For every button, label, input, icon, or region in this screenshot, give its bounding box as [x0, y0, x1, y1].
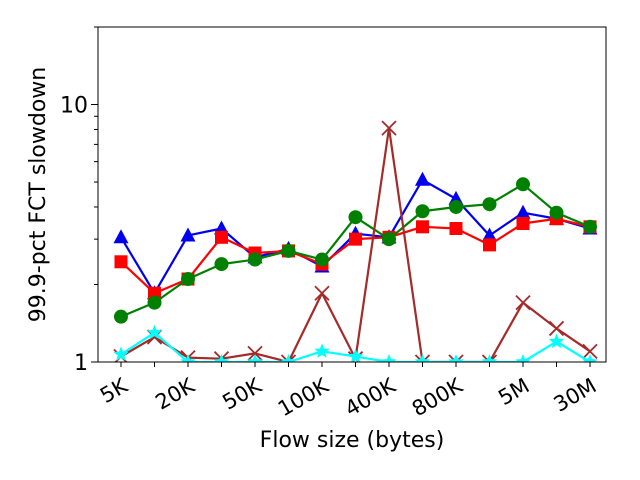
- series-1-point: [516, 217, 530, 231]
- series-2-point: [281, 243, 296, 258]
- series-4-point: [481, 354, 498, 362]
- x-tick-label: 800K: [408, 373, 468, 421]
- series-1-point: [483, 238, 496, 252]
- series-2-point: [583, 219, 597, 234]
- series-1-point: [148, 286, 161, 300]
- series-2-point: [147, 295, 162, 310]
- series-3-point: [515, 295, 531, 311]
- series-2-point: [248, 252, 262, 267]
- series-4-point: [347, 348, 364, 362]
- series-3-point: [280, 354, 297, 362]
- x-axis: 5K 20K 50K 100K 400K 800K 5M 30M: [96, 362, 601, 421]
- series-1-point: [416, 220, 429, 234]
- series-4-point: [280, 354, 297, 362]
- series-4-point: [582, 354, 598, 362]
- series-4-point: [314, 343, 330, 358]
- series-2-point: [482, 197, 497, 212]
- y-axis-label: 99.9-pct FCT slowdown: [26, 67, 51, 322]
- series-2-point: [449, 199, 463, 214]
- series-2-point: [214, 257, 229, 272]
- series-0-point: [415, 171, 430, 186]
- x-axis-label: Flow size (bytes): [260, 428, 445, 453]
- series-4-point: [548, 333, 565, 349]
- series-2-line: [120, 183, 591, 318]
- series-2-point: [516, 177, 530, 192]
- series-2-point: [382, 232, 396, 247]
- x-tick-label: 20K: [151, 373, 199, 415]
- series-1-point: [114, 255, 128, 269]
- series-4-point: [247, 354, 263, 362]
- x-tick-label: 30M: [550, 374, 601, 417]
- series-1: [114, 212, 597, 300]
- series-2-point: [181, 272, 195, 287]
- x-tick-label: 5K: [96, 373, 133, 408]
- series-2-point: [549, 205, 564, 220]
- series-4-point: [113, 346, 129, 361]
- series-3-point: [448, 354, 464, 362]
- series-4-point: [381, 354, 397, 362]
- series-1-point: [349, 232, 362, 246]
- y-tick-label: 1: [74, 351, 88, 376]
- x-tick-label: 400K: [341, 373, 401, 421]
- series-layer: [113, 120, 598, 362]
- series-2: [114, 177, 597, 324]
- plot-frame: [97, 26, 607, 363]
- series-0-point: [113, 229, 129, 244]
- series-4-point: [213, 354, 230, 362]
- series-3-point: [247, 345, 263, 362]
- series-4: [113, 324, 598, 362]
- series-4-point: [146, 324, 163, 340]
- series-0-point: [180, 227, 196, 242]
- series-0-point: [482, 227, 497, 242]
- series-0-point: [515, 204, 531, 219]
- series-3-point: [582, 343, 598, 359]
- y-tick-label: 10: [60, 94, 88, 119]
- series-3-point: [481, 354, 498, 362]
- series-3-point: [314, 285, 330, 301]
- series-3-point: [414, 354, 431, 362]
- y-axis: 1 10: [60, 26, 98, 376]
- series-4-point: [515, 354, 531, 362]
- series-4-point: [180, 354, 196, 362]
- series-1-point: [449, 221, 463, 235]
- series-4-point: [448, 354, 464, 362]
- x-tick-label: 100K: [274, 373, 334, 421]
- series-4-point: [414, 354, 431, 362]
- series-3-point: [381, 120, 397, 136]
- series-2-point: [114, 309, 128, 324]
- series-2-point: [415, 204, 430, 219]
- series-3-point: [548, 320, 565, 337]
- series-2-point: [315, 252, 329, 267]
- x-tick-label: 5M: [494, 374, 533, 411]
- series-1-point: [215, 230, 228, 244]
- x-tick-label: 50K: [218, 373, 266, 415]
- series-2-point: [348, 210, 363, 225]
